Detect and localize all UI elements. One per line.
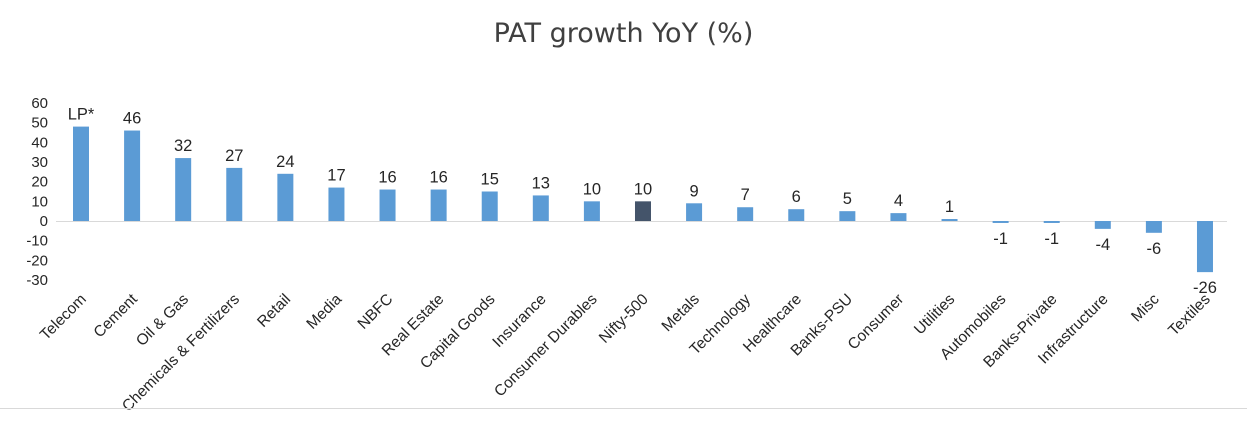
y-tick-label: 60: [31, 95, 48, 112]
bar: [379, 189, 396, 221]
category-label: NBFC: [355, 291, 397, 333]
bar-data-label: 46: [123, 110, 141, 128]
bar-data-label: 6: [792, 188, 801, 206]
category-label: Retail: [254, 291, 294, 331]
bar-data-label: 5: [843, 190, 852, 208]
bar: [1094, 221, 1111, 229]
bar: [941, 219, 958, 221]
bar-data-label: -1: [993, 230, 1008, 248]
category-label: Utilities: [911, 291, 959, 339]
y-axis: 60 50 40 30 20 10 0 -10 -20 -30: [26, 95, 48, 289]
y-tick-label: -10: [26, 233, 48, 250]
bar-data-label: 13: [532, 174, 550, 192]
bar-data-label: -4: [1095, 236, 1110, 254]
bar-data-label: 4: [894, 192, 903, 210]
bars-group: [73, 126, 1213, 273]
bar: [226, 167, 243, 221]
category-label: Media: [303, 291, 345, 333]
bar: [890, 213, 907, 221]
bar-data-label: -6: [1147, 240, 1162, 258]
bar-data-label: -1: [1044, 230, 1059, 248]
bar-data-label: 1: [945, 198, 954, 216]
y-tick-label: 0: [40, 213, 48, 230]
bar: [328, 187, 345, 221]
bar-data-label: 32: [174, 137, 192, 155]
y-tick-label: -30: [26, 272, 48, 289]
bar-data-label: 7: [741, 186, 750, 204]
bar-data-label: 17: [327, 167, 345, 185]
category-label: Telecom: [37, 291, 90, 344]
bar: [1043, 221, 1060, 223]
bar: [430, 189, 447, 221]
bar-data-label: 15: [481, 171, 499, 189]
bar: [175, 158, 192, 221]
bar: [839, 211, 856, 221]
category-label: Consumer: [845, 291, 908, 354]
bar: [481, 191, 498, 221]
chart-title: PAT growth YoY (%): [493, 18, 754, 49]
bar: [532, 195, 549, 221]
category-label: Consumer Durables: [491, 291, 601, 401]
bar-data-label: 16: [378, 169, 396, 187]
bar: [73, 126, 89, 221]
bar-data-label: 16: [429, 169, 447, 187]
bar: [124, 130, 141, 221]
category-label: Cement: [91, 290, 142, 341]
bar-data-label: LP*: [68, 106, 95, 124]
y-tick-label: 10: [31, 193, 48, 210]
bar: [634, 201, 651, 221]
bar-data-label: -26: [1193, 279, 1217, 297]
bar: [277, 173, 294, 221]
category-label: Nifty-500: [596, 291, 652, 347]
bottom-divider: [0, 408, 1247, 409]
bar-data-label: 27: [225, 147, 243, 165]
bar: [1196, 221, 1213, 273]
y-tick-label: 20: [31, 174, 48, 191]
category-label: Textiles: [1165, 291, 1214, 340]
y-tick-label: 50: [31, 115, 48, 132]
bar: [1145, 221, 1162, 233]
category-label: Metals: [659, 291, 703, 335]
bar: [737, 207, 754, 221]
bar-data-label: 10: [583, 180, 601, 198]
y-tick-label: 40: [31, 134, 48, 151]
bar: [686, 203, 703, 221]
bar-data-label: 9: [689, 182, 698, 200]
bar: [788, 209, 805, 221]
bar-data-label: 24: [276, 153, 294, 171]
y-tick-label: -20: [26, 252, 48, 269]
data-labels-group: LP* 46 32 27 24 17 16 16 15 13 10 10 9 7 6 5 4 1 -1 -1 -4 -6 -…: [68, 106, 1217, 298]
y-tick-label: 30: [31, 154, 48, 171]
bar: [583, 201, 600, 221]
bar-data-label: 10: [634, 180, 652, 198]
bar: [992, 221, 1009, 223]
category-label: Misc: [1128, 291, 1163, 326]
